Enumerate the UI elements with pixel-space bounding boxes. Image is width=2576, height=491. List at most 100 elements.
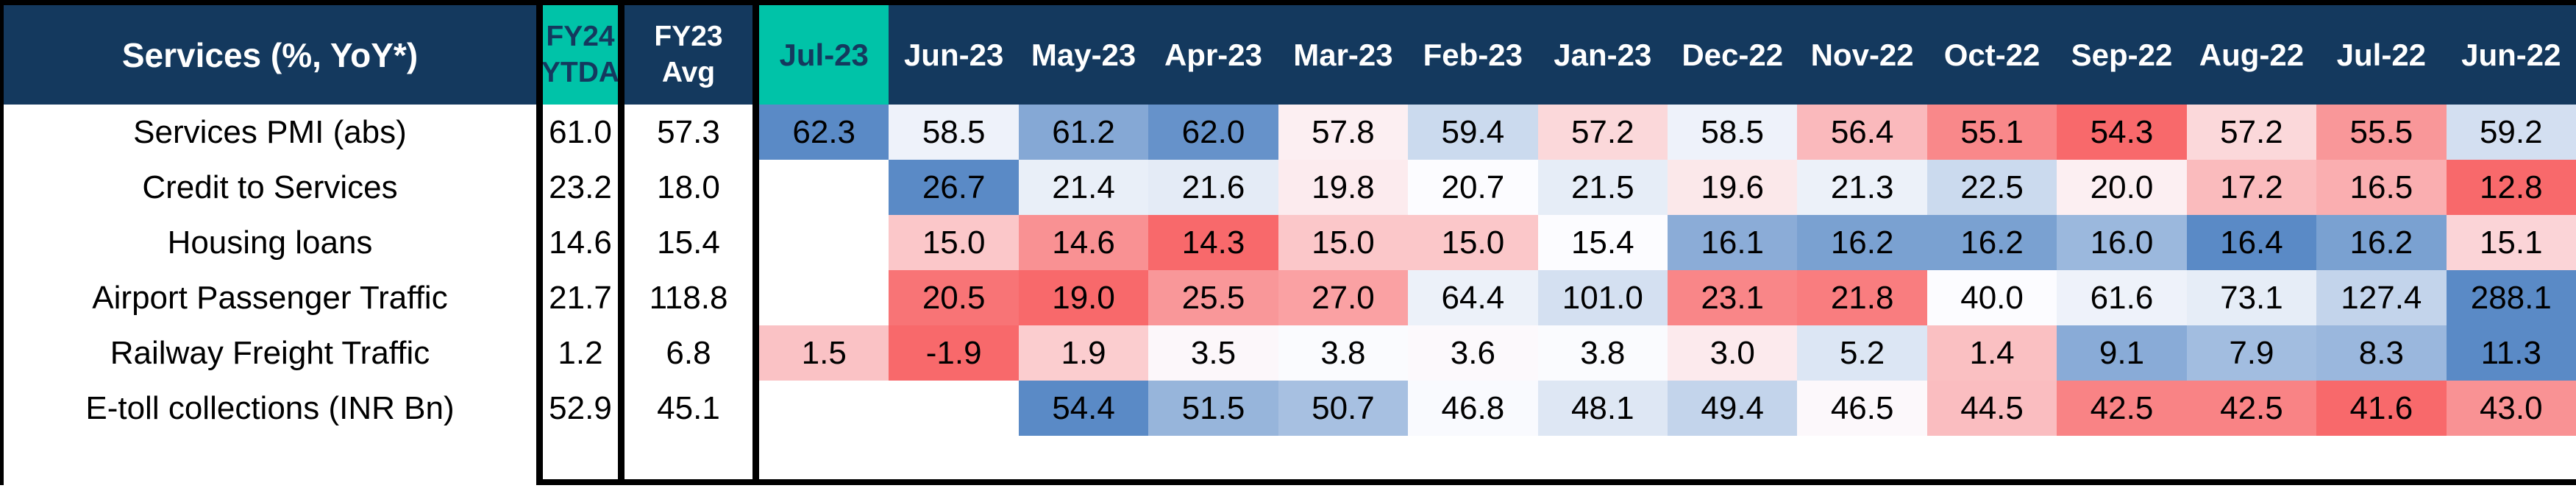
month-header-jul-23: Jul-23 [759, 5, 889, 105]
heatmap-cell: 7.9 [2186, 325, 2317, 381]
heatmap-cell [759, 270, 889, 325]
heatmap-cell: 16.4 [2186, 215, 2317, 270]
heatmap-cell: 62.3 [759, 105, 889, 160]
heatmap-cell: 16.0 [2057, 215, 2187, 270]
table-title: Services (%, YoY*) [0, 5, 536, 105]
heatmap-cell: 15.0 [1278, 215, 1409, 270]
heatmap-cell: 17.2 [2186, 160, 2317, 215]
row-label: E-toll collections (INR Bn) [0, 381, 536, 436]
heatmap-cell: 44.5 [1926, 381, 2057, 436]
heatmap-cell: 58.5 [889, 105, 1019, 160]
heatmap-cell: 1.9 [1018, 325, 1149, 381]
month-header-apr-23: Apr-23 [1148, 5, 1278, 105]
heatmap-cell: 288.1 [2446, 270, 2576, 325]
heatmap-cell: 3.8 [1537, 325, 1668, 381]
heatmap-cell: 57.8 [1278, 105, 1409, 160]
heatmap-cell: 20.5 [889, 270, 1019, 325]
heatmap-cell: 11.3 [2446, 325, 2576, 381]
row-label: Railway Freight Traffic [0, 325, 536, 381]
summary-cell-fy23-avg: 45.1 [625, 381, 759, 436]
header-line: Avg [661, 56, 716, 88]
heatmap-cell: 73.1 [2186, 270, 2317, 325]
heatmap-cell: 58.5 [1668, 105, 1798, 160]
row-label: Credit to Services [0, 160, 536, 215]
summary-cell-fy24-ytda: 52.9 [536, 381, 625, 436]
heatmap-cell: 27.0 [1278, 270, 1409, 325]
heatmap-cell: 20.7 [1408, 160, 1538, 215]
heatmap-cell: 15.1 [2446, 215, 2576, 270]
month-header-mar-23: Mar-23 [1278, 5, 1409, 105]
heatmap-cell: 46.5 [1797, 381, 1927, 436]
heatmap-cell: 16.2 [1926, 215, 2057, 270]
heatmap-cell: 101.0 [1537, 270, 1668, 325]
heatmap-cell: 19.8 [1278, 160, 1409, 215]
heatmap-cell: 16.2 [2316, 215, 2447, 270]
heatmap-cell: 49.4 [1668, 381, 1798, 436]
heatmap-cell: 3.0 [1668, 325, 1798, 381]
heatmap-cell: 15.4 [1537, 215, 1668, 270]
month-header-may-23: May-23 [1018, 5, 1149, 105]
heatmap-cell: 9.1 [2057, 325, 2187, 381]
heatmap-cell: 61.6 [2057, 270, 2187, 325]
summary-column-header-fy23-avg: FY23 Avg [625, 5, 759, 105]
summary-cell-fy24-ytda: 61.0 [536, 105, 625, 160]
heatmap-cell [759, 215, 889, 270]
header-line: FY24 [546, 21, 615, 53]
heatmap-cell: 59.4 [1408, 105, 1538, 160]
heatmap-cell: 21.8 [1797, 270, 1927, 325]
summary-cell-fy23-avg: 15.4 [625, 215, 759, 270]
month-header-jul-22: Jul-22 [2316, 5, 2447, 105]
heatmap-cell: 40.0 [1926, 270, 2057, 325]
month-header-nov-22: Nov-22 [1797, 5, 1927, 105]
heatmap-cell: 54.4 [1018, 381, 1149, 436]
heatmap-cell: 21.4 [1018, 160, 1149, 215]
bottom-spacer-months [759, 436, 2576, 485]
heatmap-cell: 1.5 [759, 325, 889, 381]
heatmap-cell: 15.0 [889, 215, 1019, 270]
heatmap-cell: 56.4 [1797, 105, 1927, 160]
heatmap-cell: 21.5 [1537, 160, 1668, 215]
heatmap-cell: 62.0 [1148, 105, 1278, 160]
month-header-jun-22: Jun-22 [2446, 5, 2576, 105]
heatmap-cell: 16.2 [1797, 215, 1927, 270]
header-line: YTDA [541, 56, 620, 88]
heatmap-cell: 8.3 [2316, 325, 2447, 381]
heatmap-cell: 14.3 [1148, 215, 1278, 270]
heatmap-cell: 23.1 [1668, 270, 1798, 325]
heatmap-cell: 15.0 [1408, 215, 1538, 270]
heatmap-cell: 20.0 [2057, 160, 2187, 215]
summary-cell-fy23-avg: 6.8 [625, 325, 759, 381]
heatmap-cell: 3.6 [1408, 325, 1538, 381]
heatmap-cell: 55.1 [1926, 105, 2057, 160]
summary-column-header-fy24-ytda: FY24 YTDA [536, 5, 625, 105]
bottom-spacer-fy24 [536, 436, 625, 485]
heatmap-cell: 57.2 [1537, 105, 1668, 160]
heatmap-cell: 3.8 [1278, 325, 1409, 381]
heatmap-cell: 46.8 [1408, 381, 1538, 436]
heatmap-cell: 54.3 [2057, 105, 2187, 160]
row-label: Housing loans [0, 215, 536, 270]
summary-cell-fy24-ytda: 14.6 [536, 215, 625, 270]
summary-cell-fy24-ytda: 1.2 [536, 325, 625, 381]
month-header-aug-22: Aug-22 [2186, 5, 2317, 105]
heatmap-cell: 64.4 [1408, 270, 1538, 325]
heatmap-cell: 26.7 [889, 160, 1019, 215]
month-header-feb-23: Feb-23 [1408, 5, 1538, 105]
summary-cell-fy24-ytda: 21.7 [536, 270, 625, 325]
heatmap-cell: 3.5 [1148, 325, 1278, 381]
summary-cell-fy23-avg: 18.0 [625, 160, 759, 215]
heatmap-cell [889, 381, 1019, 436]
summary-cell-fy24-ytda: 23.2 [536, 160, 625, 215]
heatmap-cell: 61.2 [1018, 105, 1149, 160]
summary-cell-fy23-avg: 57.3 [625, 105, 759, 160]
heatmap-cell: -1.9 [889, 325, 1019, 381]
month-header-jan-23: Jan-23 [1537, 5, 1668, 105]
heatmap-cell: 127.4 [2316, 270, 2447, 325]
heatmap-cell: 14.6 [1018, 215, 1149, 270]
heatmap-cell: 19.0 [1018, 270, 1149, 325]
heatmap-cell: 22.5 [1926, 160, 2057, 215]
heatmap-cell: 55.5 [2316, 105, 2447, 160]
heatmap-cell: 59.2 [2446, 105, 2576, 160]
